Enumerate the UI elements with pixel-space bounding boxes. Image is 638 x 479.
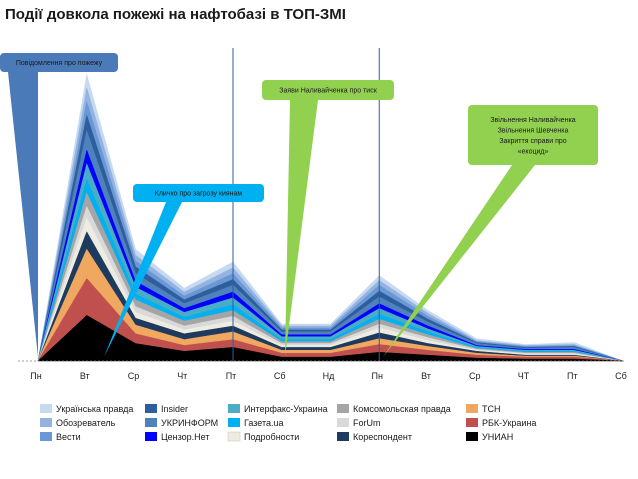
callout-box (133, 184, 264, 202)
callout-label: Заяви Наливайченка про тиск (279, 86, 377, 94)
x-tick-label: ЧТ (518, 371, 530, 381)
legend-label: УНИАН (482, 432, 513, 442)
legend-label: Вести (56, 432, 81, 442)
x-tick-label: Пт (226, 371, 237, 381)
event-lines (232, 48, 380, 361)
legend-item-forum: ForUm (337, 418, 381, 428)
legend-item-тсн: ТСН (466, 404, 501, 414)
callout-label: Звільнення Наливайченка (490, 116, 575, 124)
legend-swatch (40, 432, 52, 441)
callout-label: Закриття справи про (499, 138, 566, 145)
callout-box (262, 80, 394, 100)
legend-item-комсомольская-правда: Комсомольская правда (337, 404, 451, 414)
legend-label: ТСН (482, 404, 501, 414)
legend-item-рбк-украина: РБК-Украина (466, 418, 536, 428)
callout-label: «екоцид» (518, 148, 549, 155)
legend-swatch (40, 404, 52, 413)
annotations: Повідомлення про пожежу Кличко про загроз… (0, 53, 598, 357)
legend-swatch (228, 418, 240, 427)
callout-box (0, 53, 118, 72)
legend-swatch (228, 404, 240, 413)
legend-item-цензор-нет: Цензор.Нет (145, 432, 210, 442)
legend-label: Цензор.Нет (161, 432, 210, 442)
legend-swatch (466, 404, 478, 413)
x-tick-label: Пн (372, 371, 383, 381)
x-tick-label: Нд (323, 371, 335, 381)
legend-label: Газета.ua (244, 418, 284, 428)
legend-label: Українська правда (56, 404, 133, 414)
legend-item-insider: Insider (145, 404, 188, 414)
x-tick-label: Ср (469, 371, 481, 381)
legend-item-интерфакс-украина: Интерфакс-Украина (228, 404, 328, 414)
legend-item-кореспондент: Кореспондент (337, 432, 412, 442)
x-axis-ticks: Пн Вт Ср Чт Пт Сб Нд Пн Вт Ср ЧТ Пт Сб (30, 371, 627, 381)
legend-item-подробности: Подробности (227, 431, 299, 442)
callout-label: Кличко про загрозу киянам (155, 190, 243, 197)
legend-swatch (145, 418, 157, 427)
x-tick-label: Пт (567, 371, 578, 381)
callout-klitschko: Кличко про загрозу киянам (104, 184, 264, 357)
legend-swatch (466, 418, 478, 427)
legend-swatch (337, 404, 349, 413)
callout-label: Повідомлення про пожежу (16, 59, 103, 67)
legend-label: ForUm (353, 418, 381, 428)
legend-label: УКРИНФОРМ (161, 418, 218, 428)
x-tick-label: Чт (177, 371, 187, 381)
legend-swatch (337, 432, 349, 441)
legend-label: Подробности (244, 432, 299, 442)
legend-swatch (227, 431, 241, 442)
chart-title: Події довкола пожежі на нафтобазі в ТОП-… (5, 6, 346, 23)
legend-item-униан: УНИАН (466, 432, 513, 442)
legend-swatch (145, 404, 157, 413)
callout-dismissal: Звільнення Наливайченка Звільнення Шевчен… (383, 105, 598, 357)
legend-label: Insider (161, 404, 188, 414)
x-tick-label: Сб (615, 371, 627, 381)
callout-pointer (383, 165, 535, 357)
legend-swatch (466, 432, 478, 441)
x-tick-label: Сб (274, 371, 286, 381)
x-tick-label: Ср (128, 371, 140, 381)
legend-label: Комсомольская правда (353, 404, 451, 414)
callout-label: Звільнення Шевченка (498, 126, 569, 134)
legend-label: Обозреватель (56, 418, 116, 428)
legend-label: РБК-Украина (482, 418, 536, 428)
callout-fire: Повідомлення про пожежу (0, 53, 118, 357)
legend-item-обозреватель: Обозреватель (40, 418, 116, 428)
legend: Українська правда Insider Интерфакс-Украин… (40, 404, 536, 442)
callout-box (468, 105, 598, 165)
x-tick-label: Вт (80, 371, 90, 381)
legend-item-українська-правда: Українська правда (40, 404, 133, 414)
legend-swatch (40, 418, 52, 427)
callout-pointer (8, 72, 38, 357)
legend-label: Интерфакс-Украина (244, 404, 328, 414)
legend-swatch (145, 432, 157, 441)
legend-item-вести: Вести (40, 432, 81, 442)
callout-pointer (104, 202, 182, 357)
x-tick-label: Вт (421, 371, 431, 381)
legend-item-укринформ: УКРИНФОРМ (145, 418, 218, 428)
legend-label: Кореспондент (353, 432, 412, 442)
callout-pointer (285, 100, 318, 357)
callout-nalyvaichenko: Заяви Наливайченка про тиск (262, 80, 394, 357)
legend-swatch (337, 418, 349, 427)
x-tick-label: Пн (30, 371, 41, 381)
legend-item-газета-ua: Газета.ua (228, 418, 284, 428)
